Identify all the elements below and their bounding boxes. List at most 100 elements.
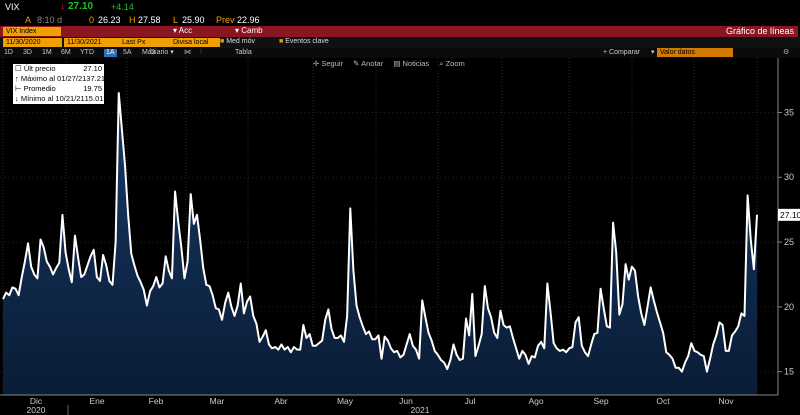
legend-label: Promedio bbox=[23, 84, 56, 93]
quote-line: VIX ↓ 27.10 +4.14 bbox=[0, 0, 800, 14]
high-value: 27.58 bbox=[138, 15, 161, 25]
compare-button[interactable]: + Comparar bbox=[603, 49, 641, 56]
camb-menu[interactable]: ▾ Camb bbox=[235, 26, 263, 35]
camb-label: Camb bbox=[241, 26, 263, 35]
legend-row-min: ↓ Mínimo al 10/21/21 15.01 bbox=[15, 94, 104, 104]
legend-row-avg: ⊢ Promedio 19.75 bbox=[15, 84, 102, 94]
avg-marker-icon: ⊢ bbox=[15, 84, 24, 93]
date-separator: - bbox=[59, 37, 62, 46]
crosshair-icon: ✛ bbox=[313, 59, 322, 68]
x-month-label: Oct bbox=[656, 396, 670, 406]
low-marker-icon: ↓ bbox=[15, 94, 21, 103]
x-month-label: Dic bbox=[30, 396, 43, 406]
camb-dropdown-icon: ▾ bbox=[235, 26, 242, 35]
x-month-label: Feb bbox=[149, 396, 164, 406]
x-month-label: Abr bbox=[274, 396, 287, 406]
moving-average-toggle[interactable]: ■ Med móv bbox=[220, 38, 255, 45]
timeframe-1m[interactable]: 1M bbox=[42, 49, 52, 56]
x-month-label: Mar bbox=[210, 396, 225, 406]
quote-detail-line: A 8:10 d 0 26.23 H 27.58 L 25.90 Prev 22… bbox=[0, 14, 800, 26]
acc-menu[interactable]: ▾ Acc bbox=[173, 26, 192, 35]
chart-title: Gráfico de líneas bbox=[725, 26, 794, 36]
data-value-field[interactable]: Valor datos bbox=[657, 48, 733, 57]
index-field[interactable]: VIX Index bbox=[3, 27, 61, 36]
price-chart[interactable]: 15 20 25 30 35 27.10 Dic Ene Feb Mar Abr May Jun Jul A… bbox=[0, 58, 800, 415]
x-year-label: 2020 bbox=[27, 405, 46, 415]
legend-row-max: ↑ Máximo al 01/27/21 37.21 bbox=[15, 74, 106, 84]
row2-a: A bbox=[25, 15, 32, 25]
timeframe-bar: 1D 3D 1M 6M YTD 1A 5A Máx Diario ▾ ⋈ ⫶ Tabla + … bbox=[0, 48, 800, 58]
period-select[interactable]: Diario ▾ bbox=[150, 49, 174, 57]
timeframe-1d[interactable]: 1D bbox=[4, 49, 13, 56]
last-price: 27.10 bbox=[68, 1, 94, 12]
annotate-label: Anotar bbox=[361, 59, 384, 68]
high-marker-icon: ↑ bbox=[15, 74, 21, 83]
news-icon: ▤ bbox=[393, 59, 403, 68]
timeframe-3d[interactable]: 3D bbox=[23, 49, 32, 56]
timeframe-máx[interactable]: Máx bbox=[142, 49, 156, 56]
last-value-label: 27.10 bbox=[780, 210, 800, 220]
timeframe-ytd[interactable]: YTD bbox=[80, 49, 94, 56]
low-label: L bbox=[173, 15, 179, 25]
low-value: 25.90 bbox=[182, 15, 205, 25]
acc-dropdown-icon: ▾ bbox=[173, 26, 179, 35]
chart-legend: ☐ Últ precio 27.10 ↑ Máximo al 01/27/21 37… bbox=[13, 64, 106, 104]
timeframe-1a[interactable]: 1A bbox=[104, 49, 117, 57]
settings-gear-icon[interactable]: ⚙ bbox=[783, 49, 790, 56]
start-date-field[interactable]: 11/30/2020 bbox=[3, 38, 62, 47]
news-label: Noticias bbox=[402, 59, 430, 68]
header-bar: VIX Index ▾ Acc ▾ Camb Gráfico de líneas bbox=[0, 26, 798, 37]
x-month-label: Jun bbox=[399, 396, 413, 406]
acc-label: Acc bbox=[178, 26, 193, 35]
legend-value: 37.21 bbox=[86, 74, 106, 83]
follow-button[interactable]: ✛ Seguir bbox=[313, 59, 343, 68]
table-toggle[interactable]: Tabla bbox=[235, 49, 252, 56]
series-line bbox=[2, 92, 758, 373]
chart-controls: 11/30/2020 - 11/30/2021 Last Px Divisa l… bbox=[0, 37, 800, 48]
x-month-label: Nov bbox=[718, 396, 734, 406]
annotate-button[interactable]: ✎ Anotar bbox=[353, 59, 383, 68]
timeframe-5a[interactable]: 5A bbox=[123, 49, 132, 56]
y-tick-label: 20 bbox=[784, 302, 794, 312]
y-tick-label: 30 bbox=[784, 172, 794, 182]
legend-value: 15.01 bbox=[84, 94, 104, 103]
y-tick-label: 35 bbox=[784, 107, 794, 117]
field-select[interactable]: Last Px bbox=[119, 38, 170, 47]
legend-label: Máximo al 01/27/21 bbox=[20, 74, 87, 83]
legend-row-last: ☐ Últ precio 27.10 bbox=[15, 64, 102, 74]
x-month-label: Sep bbox=[593, 396, 608, 406]
scale-icon[interactable]: ⫶ bbox=[200, 49, 202, 56]
currency-select[interactable]: Divisa local bbox=[170, 38, 220, 47]
legend-label: Últ precio bbox=[23, 64, 56, 73]
end-date-field[interactable]: 11/30/2021 bbox=[64, 38, 120, 47]
x-month-label: Jul bbox=[465, 396, 476, 406]
line-style-icon[interactable]: ⋈ bbox=[184, 49, 191, 56]
chart-toolbar: ✛ Seguir ✎ Anotar ▤ Noticias ⌕ Zoom bbox=[313, 59, 465, 69]
med-mov-label: Med móv bbox=[226, 38, 255, 45]
last-value-tag bbox=[778, 208, 800, 221]
x-year-label: 2021 bbox=[411, 405, 430, 415]
ticker: VIX bbox=[5, 2, 20, 12]
prev-label: Prev bbox=[216, 15, 235, 25]
x-month-label: May bbox=[337, 396, 354, 406]
row2-time: 8:10 d bbox=[37, 15, 63, 25]
net-change: +4.14 bbox=[111, 2, 134, 12]
period-label: Diario bbox=[150, 49, 169, 56]
zoom-icon: ⌕ bbox=[439, 59, 446, 68]
checkbox-icon: ☐ bbox=[15, 64, 24, 73]
down-arrow-icon: ↓ bbox=[60, 1, 65, 12]
period-dropdown-icon: ▾ bbox=[168, 49, 174, 56]
legend-value: 27.10 bbox=[83, 64, 102, 73]
open-value: 26.23 bbox=[98, 15, 121, 25]
y-tick-label: 25 bbox=[784, 237, 794, 247]
y-tick-label: 15 bbox=[784, 367, 794, 377]
x-month-label: Ene bbox=[89, 396, 104, 406]
high-label: H bbox=[129, 15, 136, 25]
zoom-button[interactable]: ⌕ Zoom bbox=[439, 59, 464, 68]
events-toggle[interactable]: ■ Eventos clave bbox=[279, 38, 329, 45]
legend-label: Mínimo al 10/21/21 bbox=[20, 94, 85, 103]
prev-value: 22.96 bbox=[237, 15, 260, 25]
series-area bbox=[3, 93, 757, 395]
timeframe-6m[interactable]: 6M bbox=[61, 49, 71, 56]
news-button[interactable]: ▤ Noticias bbox=[393, 59, 429, 68]
